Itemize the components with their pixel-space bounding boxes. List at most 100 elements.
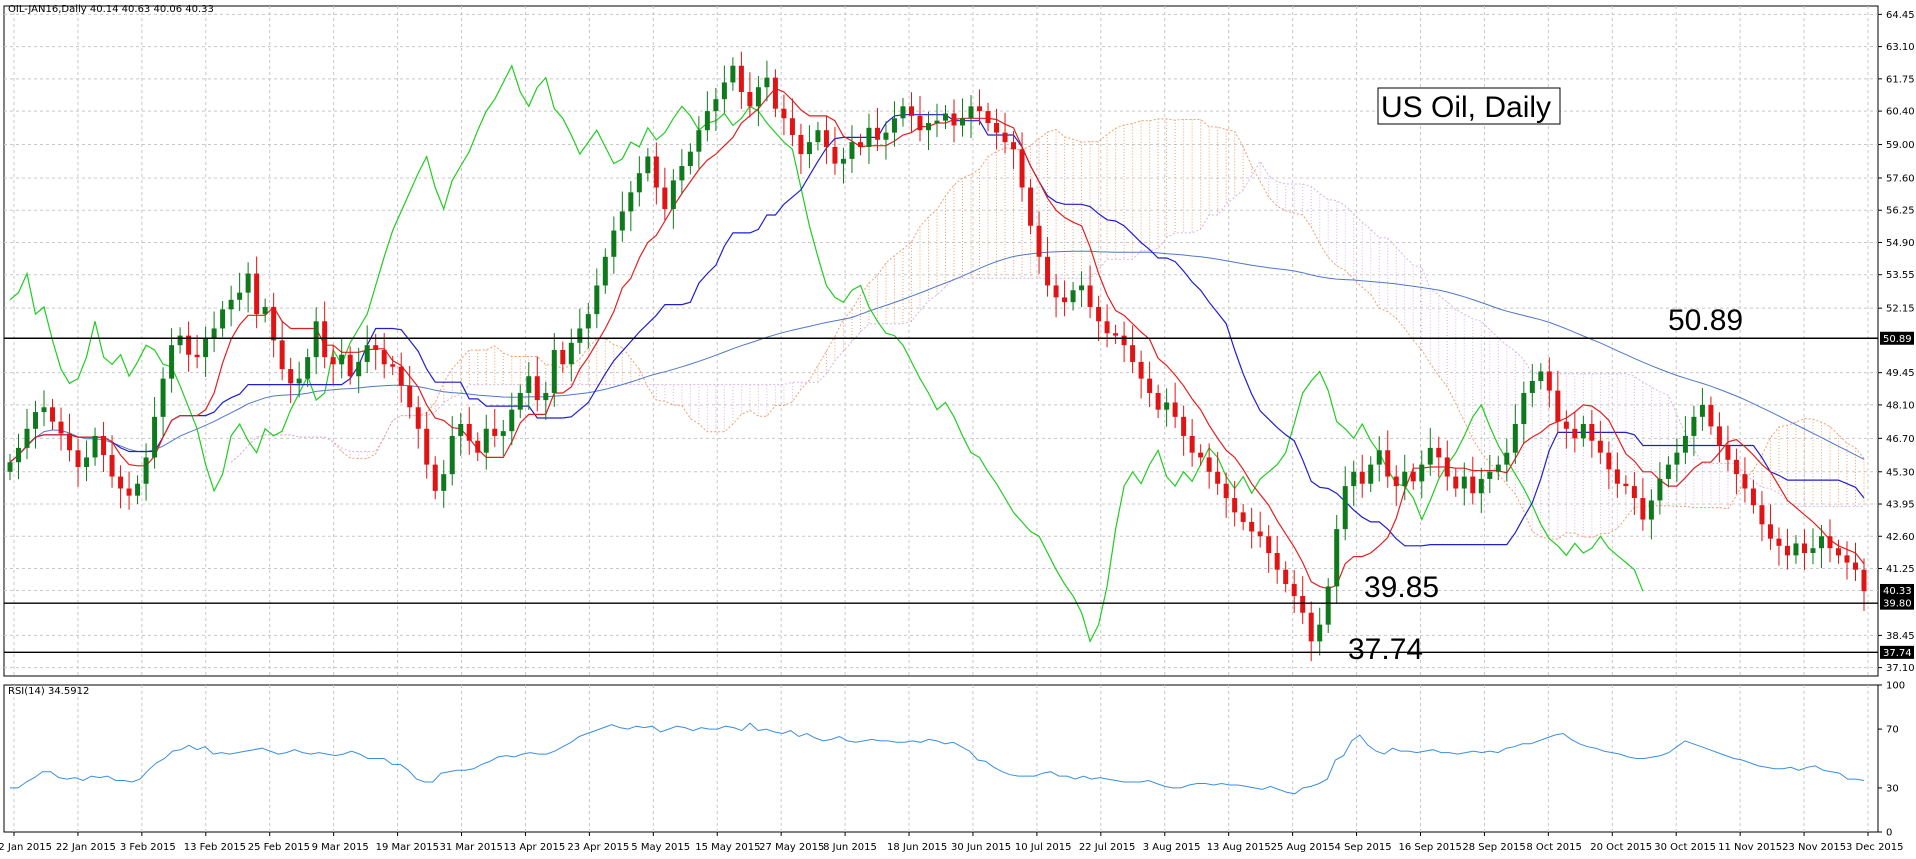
candle-body xyxy=(1138,361,1144,379)
candle-body xyxy=(109,455,115,477)
candle-body xyxy=(891,118,897,133)
candle-body xyxy=(602,256,608,286)
time-tick-label: 27 May 2015 xyxy=(759,842,824,853)
candle-body xyxy=(1495,464,1501,472)
price-tag-low: 37.74 xyxy=(1880,645,1914,659)
horizontal-levels xyxy=(4,337,1878,654)
candle-body xyxy=(628,192,634,212)
candle-body xyxy=(1393,476,1399,487)
candle-body xyxy=(985,111,991,124)
candle-body xyxy=(1835,548,1841,556)
candle-body xyxy=(237,292,243,300)
candle-body xyxy=(347,354,353,377)
candle-body xyxy=(917,115,923,131)
candle-body xyxy=(1079,285,1085,291)
candle-body xyxy=(551,349,557,393)
candle-body xyxy=(492,428,498,436)
candle-body xyxy=(1614,469,1620,484)
price-tag-support: 39.80 xyxy=(1880,596,1914,610)
candle-body xyxy=(1776,538,1782,546)
time-tick-label: 13 Aug 2015 xyxy=(1207,842,1271,853)
candle-body xyxy=(1470,476,1476,494)
candle-body xyxy=(874,127,880,140)
candle-body xyxy=(135,483,141,496)
candle-body xyxy=(1793,543,1799,556)
rsi-info: RSI(14) 34.5912 xyxy=(8,686,89,697)
candle-body xyxy=(126,488,132,496)
candle-body xyxy=(687,151,693,167)
plot-area xyxy=(3,5,1879,833)
candle-body xyxy=(738,65,744,92)
price-tick-label: 60.40 xyxy=(1886,107,1915,118)
candle-body xyxy=(730,65,736,83)
candle-body xyxy=(747,91,753,107)
candle-body xyxy=(900,106,906,119)
time-tick-label: 22 Jul 2015 xyxy=(1079,842,1136,853)
candle-body xyxy=(653,156,659,188)
candle-body xyxy=(1028,187,1034,226)
candle-body xyxy=(772,77,778,109)
candle-body xyxy=(483,428,489,453)
candle-body xyxy=(951,113,957,126)
candle-body xyxy=(755,87,761,107)
candle-body xyxy=(1223,483,1229,499)
candle-body xyxy=(1606,452,1612,470)
price-tick-label: 41.25 xyxy=(1886,564,1915,575)
grid-lines xyxy=(4,6,1878,832)
candle-body xyxy=(1002,132,1008,143)
candle-body xyxy=(1597,440,1603,453)
candle-body xyxy=(271,306,277,341)
candle-body xyxy=(143,457,149,484)
symbol-info: OIL-JAN16,Daily 40.14 40.63 40.06 40.33 xyxy=(8,4,214,15)
rsi-tick-label: 70 xyxy=(1886,725,1899,736)
candle-body xyxy=(1665,464,1671,479)
candle-body xyxy=(211,328,217,339)
candle-body xyxy=(67,433,73,451)
title-box xyxy=(1377,87,1561,125)
candle-body xyxy=(1861,569,1867,592)
candle-body xyxy=(1240,512,1246,522)
candle-body xyxy=(645,156,651,174)
candle-body xyxy=(832,146,838,164)
senkou-span-a xyxy=(230,118,1865,540)
time-tick-label: 8 Oct 2015 xyxy=(1526,842,1581,853)
candle-body xyxy=(58,421,64,434)
candle-body xyxy=(1733,459,1739,475)
price-axis: 64.45 63.10 61.75 60.40 59.00 57.60 56.25 54.90… xyxy=(1878,10,1915,674)
candle-body xyxy=(662,187,668,210)
candle-body xyxy=(670,180,676,210)
candle-body xyxy=(883,132,889,140)
candle-body xyxy=(543,392,549,401)
candle-body xyxy=(619,211,625,231)
candle-body xyxy=(1657,478,1663,501)
candle-body xyxy=(169,345,175,379)
time-tick-label: 23 Apr 2015 xyxy=(567,842,629,853)
price-tick-label: 57.60 xyxy=(1886,173,1915,184)
candle-body xyxy=(1385,450,1391,477)
candle-body xyxy=(1478,478,1484,494)
candle-body xyxy=(458,424,464,436)
price-tick-label: 64.45 xyxy=(1886,10,1915,21)
candle-body xyxy=(1266,536,1272,553)
candle-body xyxy=(968,106,974,119)
price-tag-high: 50.89 xyxy=(1880,331,1914,345)
candle-body xyxy=(823,130,829,147)
candle-body xyxy=(1019,149,1025,188)
candle-body xyxy=(203,338,209,358)
candle-body xyxy=(381,349,387,365)
chikou-span-line xyxy=(9,64,1644,644)
candle-body xyxy=(1784,545,1790,556)
price-tick-label: 38.45 xyxy=(1886,631,1915,642)
time-tick-label: 28 Sep 2015 xyxy=(1462,842,1525,853)
candle-body xyxy=(1818,536,1824,549)
candle-body xyxy=(1121,335,1127,346)
candle-body xyxy=(585,314,591,329)
candle-body xyxy=(330,357,336,365)
candle-body xyxy=(1342,486,1348,530)
candle-body xyxy=(1215,471,1221,484)
candle-body xyxy=(279,340,285,370)
candle-body xyxy=(1691,416,1697,436)
time-axis: 12 Jan 2015 22 Jan 2015 3 Feb 2015 13 Feb 2… xyxy=(0,832,1904,853)
candle-body xyxy=(1189,435,1195,453)
